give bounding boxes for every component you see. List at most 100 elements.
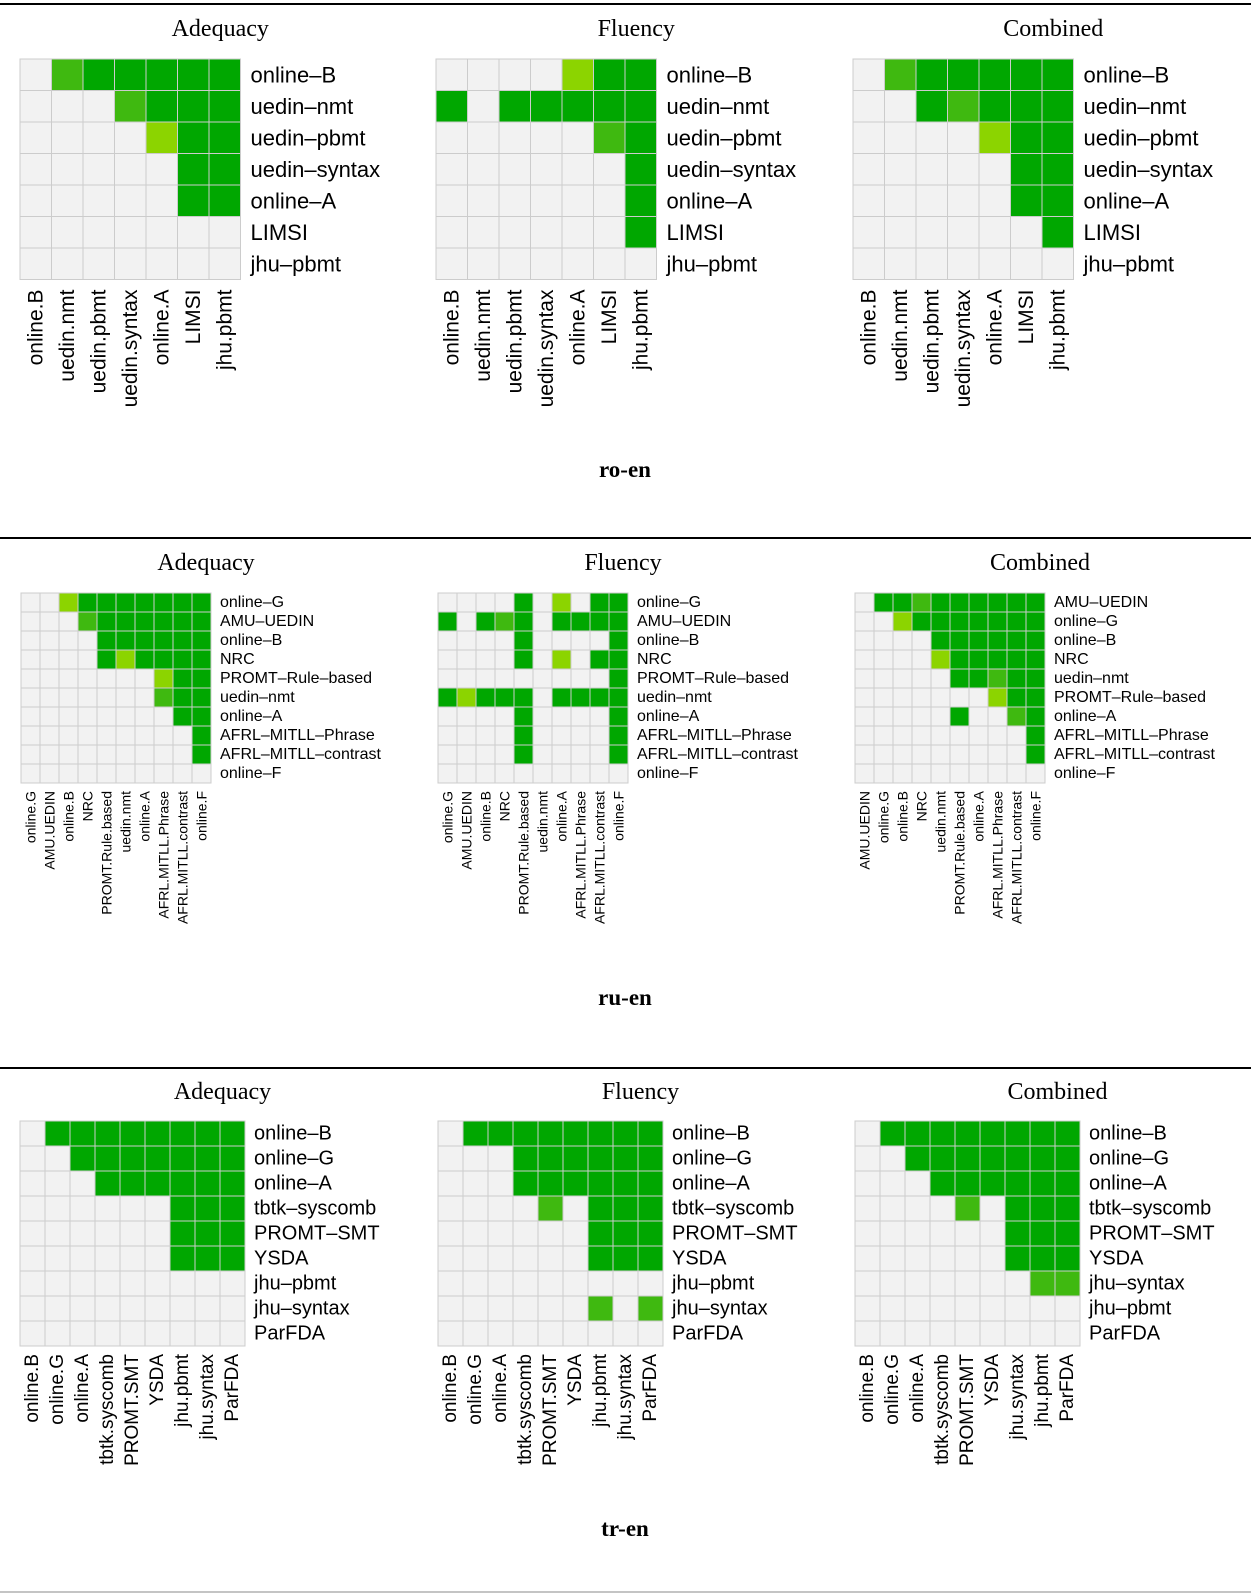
- heatmap-cell: [467, 153, 500, 186]
- heatmap-cell: [194, 1320, 221, 1347]
- heatmap-cell: [589, 706, 610, 727]
- heatmap-cell: [612, 1170, 639, 1197]
- heatmap-cell: [19, 216, 52, 249]
- heatmap-cell: [487, 1245, 514, 1272]
- heatmap-cell: [44, 1145, 71, 1172]
- heatmap-cell: [968, 763, 989, 784]
- heatmap-cell: [456, 763, 477, 784]
- heatmap-cell: [1006, 592, 1027, 613]
- heatmap-cell: [487, 1270, 514, 1297]
- heatmap-cell: [94, 1195, 121, 1222]
- heatmap-cell: [1054, 1320, 1081, 1347]
- heatmap-cell: [51, 153, 84, 186]
- heatmap-cell: [51, 216, 84, 249]
- column-label: YSDA: [982, 1354, 1003, 1406]
- heatmap-cell: [82, 90, 115, 123]
- heatmap-cell: [949, 611, 970, 632]
- heatmap-cell: [978, 90, 1011, 123]
- heatmap-cell: [437, 611, 458, 632]
- heatmap-cell: [608, 630, 629, 651]
- heatmap-cell: [58, 725, 79, 746]
- column-label: tbtk.syscomb: [515, 1354, 536, 1465]
- heatmap-cell: [115, 630, 136, 651]
- heatmap-cell: [134, 668, 155, 689]
- row-label: PROMT–Rule–based: [1054, 689, 1206, 706]
- heatmap-cell: [20, 611, 41, 632]
- row-label: PROMT–SMT: [254, 1223, 380, 1245]
- heatmap-cell: [437, 1220, 464, 1247]
- heatmap-cell: [191, 763, 212, 784]
- panel-title: Combined: [990, 550, 1090, 576]
- row-label: online–A: [1089, 1173, 1168, 1195]
- heatmap-cell: [892, 630, 913, 651]
- heatmap-cell: [854, 687, 875, 708]
- heatmap-cell: [39, 592, 60, 613]
- heatmap-cell: [437, 725, 458, 746]
- heatmap-cell: [1054, 1245, 1081, 1272]
- heatmap-cell: [873, 649, 894, 670]
- heatmap-cell: [20, 592, 41, 613]
- heatmap-cell: [911, 763, 932, 784]
- heatmap-cell: [191, 744, 212, 765]
- panel-combined: Combined online–B online–G online–A tbtk–sys…: [854, 1079, 1215, 1466]
- heatmap-cell: [58, 649, 79, 670]
- heatmap-cell: [947, 90, 980, 123]
- row-label: jhu–pbmt: [1088, 1298, 1172, 1320]
- column-label: online.G: [465, 1354, 486, 1425]
- heatmap-cell: [115, 763, 136, 784]
- heatmap-cell: [69, 1220, 96, 1247]
- heatmap-cell: [854, 1220, 881, 1247]
- heatmap-cell: [435, 184, 468, 217]
- heatmap-cell: [437, 668, 458, 689]
- column-label: online.F: [611, 791, 627, 841]
- row-label: jhu–syntax: [671, 1298, 768, 1320]
- heatmap-cell: [114, 90, 147, 123]
- heatmap-cell: [978, 153, 1011, 186]
- heatmap-cell: [561, 153, 594, 186]
- heatmap-cell: [58, 687, 79, 708]
- heatmap-cell: [915, 216, 948, 249]
- heatmap-cell: [19, 184, 52, 217]
- heatmap-cell: [612, 1120, 639, 1147]
- heatmap-cell: [979, 1295, 1006, 1322]
- language-pair-label: ru-en: [598, 985, 652, 1010]
- heatmap-cell: [437, 592, 458, 613]
- heatmap-cell: [551, 592, 572, 613]
- heatmap-cell: [77, 592, 98, 613]
- heatmap-cell: [177, 216, 210, 249]
- heatmap-cell: [987, 668, 1008, 689]
- heatmap-cell: [949, 725, 970, 746]
- heatmap-cell: [949, 706, 970, 727]
- heatmap-cell: [513, 687, 534, 708]
- column-label: LIMSI: [1015, 290, 1038, 345]
- heatmap-cell: [911, 687, 932, 708]
- heatmap-cell: [153, 630, 174, 651]
- heatmap-cell: [854, 1320, 881, 1347]
- heatmap-cell: [437, 1245, 464, 1272]
- heatmap-cell: [134, 763, 155, 784]
- heatmap-cell: [947, 216, 980, 249]
- heatmap-cell: [144, 1245, 171, 1272]
- heatmap-cell: [892, 744, 913, 765]
- heatmap-cell: [587, 1120, 614, 1147]
- heatmap-cell: [854, 611, 875, 632]
- heatmap-cell: [551, 611, 572, 632]
- heatmap-cell: [191, 649, 212, 670]
- heatmap-cell: [589, 592, 610, 613]
- heatmap-cell: [561, 184, 594, 217]
- heatmap-cell: [475, 706, 496, 727]
- row-label: online–G: [254, 1148, 334, 1170]
- heatmap-cell: [904, 1145, 931, 1172]
- heatmap-cell: [532, 687, 553, 708]
- heatmap-cell: [20, 744, 41, 765]
- heatmap-cell: [954, 1120, 981, 1147]
- column-label: AFRL.MITLL.Phrase: [573, 791, 589, 919]
- heatmap-cell: [191, 611, 212, 632]
- heatmap-cell: [930, 725, 951, 746]
- heatmap-cell: [532, 763, 553, 784]
- heatmap-cell: [1029, 1245, 1056, 1272]
- column-label: uedin.nmt: [933, 791, 949, 853]
- heatmap-cell: [219, 1245, 246, 1272]
- heatmap-cell: [134, 649, 155, 670]
- heatmap-cell: [115, 592, 136, 613]
